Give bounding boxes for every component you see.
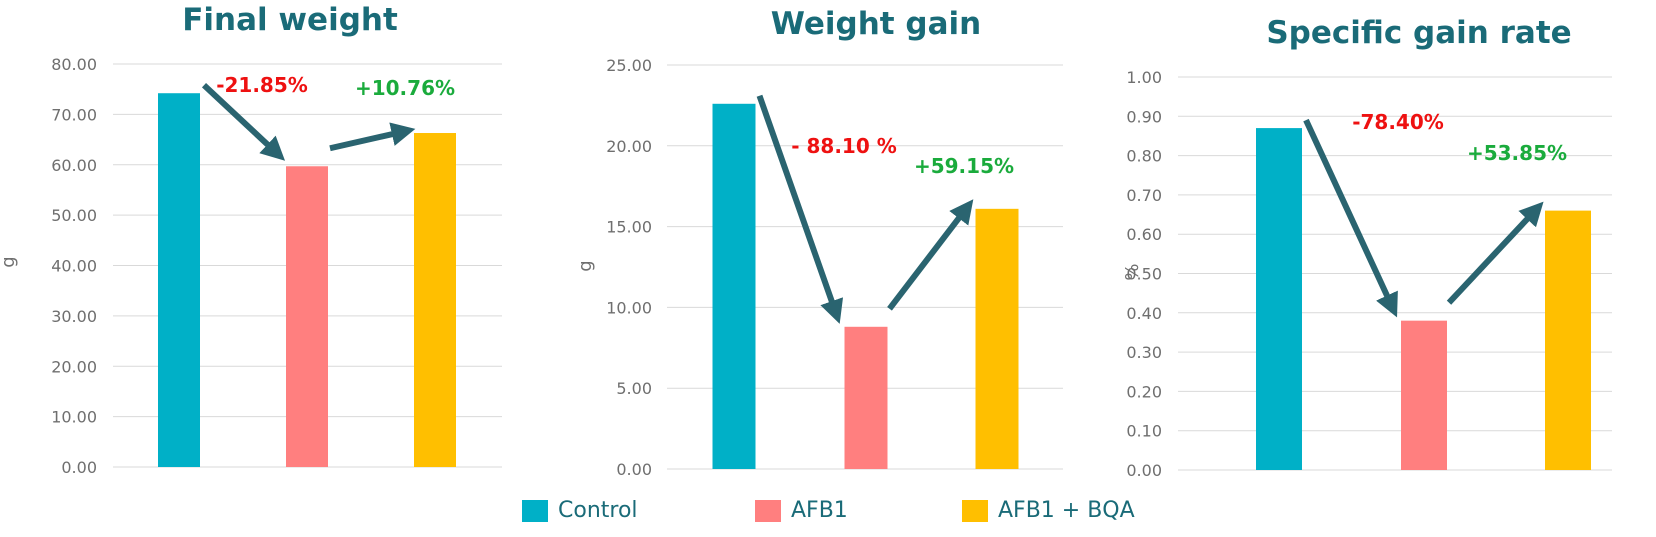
y-tick-label: 10.00	[51, 408, 97, 427]
chart-title: Final weight	[182, 2, 398, 38]
chart-3: Specific gain rate 0.00 0.10 0.20 0.30 0.40 0.…	[1122, 15, 1612, 480]
chart-title: Specific gain rate	[1266, 15, 1571, 51]
y-tick-label: 0.90	[1126, 107, 1162, 126]
y-tick-label: 25.00	[606, 56, 652, 75]
change-annotation: +59.15%	[914, 154, 1014, 178]
legend-label-control: Control	[558, 498, 638, 523]
chart-1: Final weight 0.00 10.00 20.00 30.00 40.00 50.0…	[0, 2, 502, 477]
trend-arrow	[756, 94, 844, 324]
legend-item-afb1-bqa: AFB1 + BQA	[962, 498, 1135, 523]
bar-afb1-bqa	[1545, 210, 1591, 470]
y-tick-label: 0.10	[1126, 422, 1162, 441]
y-tick-label: 15.00	[606, 218, 652, 237]
y-axis-label: %	[1122, 263, 1143, 280]
y-axis-label: g	[0, 256, 19, 267]
y-axis-label: g	[575, 260, 596, 271]
y-tick-label: 20.00	[51, 357, 97, 376]
bar-afb1-bqa	[414, 133, 456, 468]
chart-2: Weight gain 0.00 5.00 10.00 15.00 20.00 25.00 g…	[575, 6, 1063, 479]
y-tick-label: 80.00	[51, 55, 97, 74]
y-tick-label: 50.00	[51, 206, 97, 225]
trend-arrow	[201, 83, 286, 161]
y-tick-label: 0.00	[1126, 461, 1162, 480]
legend-swatch-control	[522, 499, 548, 522]
legend-swatch-afb1	[755, 499, 781, 522]
chart-title: Weight gain	[771, 6, 981, 42]
y-tick-label: 0.70	[1126, 186, 1162, 205]
y-tick-label: 0.60	[1126, 225, 1162, 244]
y-tick-label: 60.00	[51, 156, 97, 175]
bar-afb1	[844, 326, 888, 469]
y-tick-label: 5.00	[616, 379, 652, 398]
change-annotation: - 88.10 %	[791, 134, 897, 158]
y-tick-label: 40.00	[51, 257, 97, 276]
change-annotation: -21.85%	[216, 73, 308, 97]
y-tick-label: 1.00	[1126, 68, 1162, 87]
trend-arrow	[329, 122, 416, 152]
bar-control	[712, 103, 756, 469]
legend-swatch-afb1-bqa	[962, 499, 988, 522]
y-tick-label: 0.80	[1126, 147, 1162, 166]
legend-label-afb1-bqa: AFB1 + BQA	[998, 498, 1135, 523]
y-tick-label: 0.20	[1126, 382, 1162, 401]
legend-item-afb1: AFB1	[755, 498, 848, 523]
y-tick-label: 20.00	[606, 137, 652, 156]
trend-arrow	[1303, 118, 1398, 318]
y-tick-label: 0.50	[1126, 265, 1162, 284]
legend-label-afb1: AFB1	[791, 498, 848, 523]
y-tick-label: 30.00	[51, 307, 97, 326]
y-tick-label: 10.00	[606, 298, 652, 317]
legend-item-control: Control	[522, 498, 638, 523]
trend-arrow	[887, 199, 974, 311]
change-annotation: +10.76%	[355, 76, 455, 100]
bar-afb1	[1401, 320, 1447, 470]
bar-afb1-bqa	[975, 208, 1019, 469]
y-tick-label: 70.00	[51, 105, 97, 124]
trend-arrow	[1446, 201, 1544, 305]
y-tick-label: 0.30	[1126, 343, 1162, 362]
y-tick-label: 0.00	[61, 458, 97, 477]
y-tick-label: 0.40	[1126, 304, 1162, 323]
y-tick-label: 0.00	[616, 460, 652, 479]
bar-afb1	[286, 166, 328, 468]
change-annotation: +53.85%	[1467, 141, 1567, 165]
bar-control	[158, 93, 200, 467]
change-annotation: -78.40%	[1352, 110, 1444, 134]
bar-control	[1256, 128, 1302, 470]
